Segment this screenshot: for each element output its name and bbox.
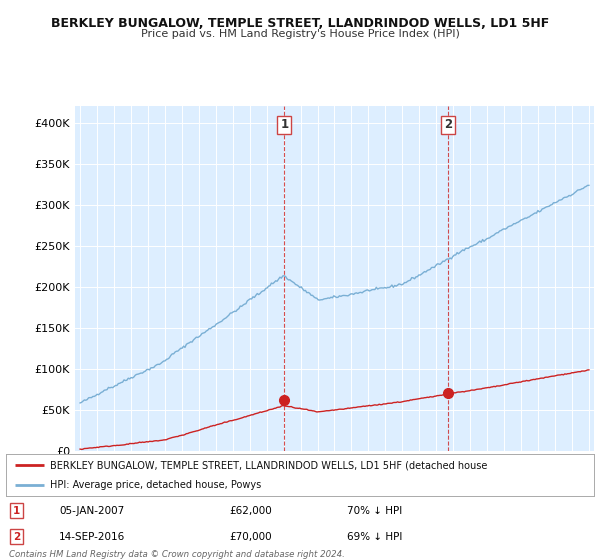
Text: 1: 1 <box>280 119 289 132</box>
Text: 14-SEP-2016: 14-SEP-2016 <box>59 531 125 542</box>
Text: 70% ↓ HPI: 70% ↓ HPI <box>347 506 402 516</box>
Text: £62,000: £62,000 <box>229 506 272 516</box>
Text: 05-JAN-2007: 05-JAN-2007 <box>59 506 124 516</box>
Text: BERKLEY BUNGALOW, TEMPLE STREET, LLANDRINDOD WELLS, LD1 5HF: BERKLEY BUNGALOW, TEMPLE STREET, LLANDRI… <box>51 17 549 30</box>
Text: HPI: Average price, detached house, Powys: HPI: Average price, detached house, Powy… <box>50 480 262 490</box>
Text: Contains HM Land Registry data © Crown copyright and database right 2024.
This d: Contains HM Land Registry data © Crown c… <box>9 550 345 560</box>
Text: 2: 2 <box>13 531 20 542</box>
Text: 2: 2 <box>444 119 452 132</box>
Text: BERKLEY BUNGALOW, TEMPLE STREET, LLANDRINDOD WELLS, LD1 5HF (detached house: BERKLEY BUNGALOW, TEMPLE STREET, LLANDRI… <box>50 460 487 470</box>
Text: 69% ↓ HPI: 69% ↓ HPI <box>347 531 403 542</box>
Text: 1: 1 <box>13 506 20 516</box>
Text: Price paid vs. HM Land Registry's House Price Index (HPI): Price paid vs. HM Land Registry's House … <box>140 29 460 39</box>
Text: £70,000: £70,000 <box>229 531 272 542</box>
